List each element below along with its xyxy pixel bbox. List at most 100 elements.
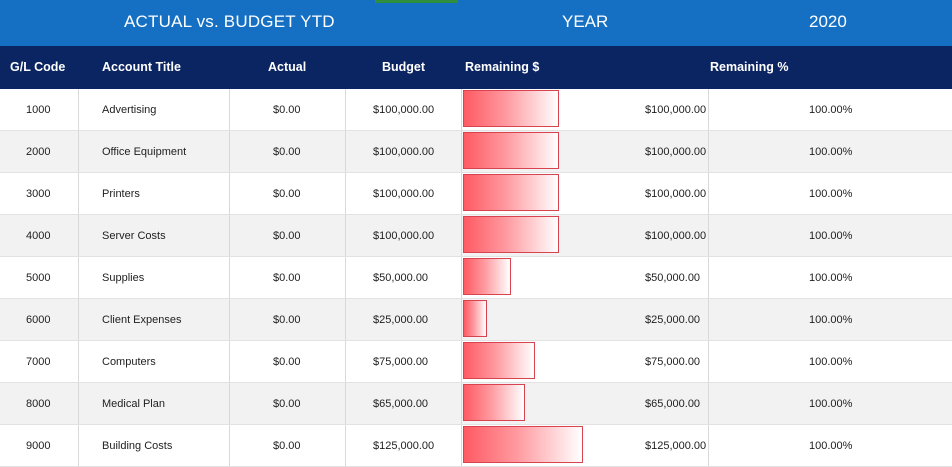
actual-cell[interactable]: $0.00 [273, 398, 301, 410]
actual-cell[interactable]: $0.00 [273, 146, 301, 158]
budget-cell[interactable]: $100,000.00 [373, 104, 435, 116]
column-divider [78, 383, 79, 425]
column-divider [78, 299, 79, 341]
row-divider [0, 382, 952, 383]
column-divider [345, 89, 346, 131]
row-divider [0, 214, 952, 215]
table-row: 8000 Medical Plan $0.00 $65,000.00 $65,000.0… [0, 383, 952, 425]
report-title[interactable]: ACTUAL vs. BUDGET YTD [124, 12, 335, 31]
remaining-dollars-cell[interactable]: $125,000.00 [645, 440, 707, 452]
account-title-cell[interactable]: Client Expenses [102, 314, 182, 326]
remaining-percent-cell[interactable]: 100.00% [809, 188, 853, 200]
account-title-cell[interactable]: Advertising [102, 104, 157, 116]
remaining-dollars-cell[interactable]: $100,000.00 [645, 230, 707, 242]
remaining-dollars-cell[interactable]: $75,000.00 [645, 356, 701, 368]
remaining-percent-cell[interactable]: 100.00% [809, 104, 853, 116]
table-row: 3000 Printers $0.00 $100,000.00 $100,000.00 1… [0, 173, 952, 215]
remaining-dollars-cell[interactable]: $100,000.00 [645, 188, 707, 200]
gl-code-cell[interactable]: 8000 [26, 398, 51, 410]
column-divider [345, 257, 346, 299]
gl-code-cell[interactable]: 2000 [26, 146, 51, 158]
column-divider [461, 425, 462, 467]
remaining-percent-cell[interactable]: 100.00% [809, 356, 853, 368]
column-divider [461, 341, 462, 383]
column-divider [78, 89, 79, 131]
gl-code-cell[interactable]: 3000 [26, 188, 51, 200]
column-divider [708, 383, 709, 425]
account-title-cell[interactable]: Medical Plan [102, 398, 165, 410]
column-divider [78, 257, 79, 299]
account-title-cell[interactable]: Computers [102, 356, 156, 368]
column-divider [708, 257, 709, 299]
gl-code-cell[interactable]: 9000 [26, 440, 51, 452]
column-divider [461, 257, 462, 299]
column-divider [461, 299, 462, 341]
remaining-percent-cell[interactable]: 100.00% [809, 440, 853, 452]
column-header-actual[interactable]: Actual [268, 60, 307, 74]
remaining-dollars-cell[interactable]: $25,000.00 [645, 314, 701, 326]
table-row: 2000 Office Equipment $0.00 $100,000.00 $100… [0, 131, 952, 173]
row-divider [0, 172, 952, 173]
remaining-dollars-cell[interactable]: $65,000.00 [645, 398, 701, 410]
actual-cell[interactable]: $0.00 [273, 188, 301, 200]
actual-cell[interactable]: $0.00 [273, 272, 301, 284]
budget-cell[interactable]: $100,000.00 [373, 146, 435, 158]
column-header-title[interactable]: Account Title [102, 60, 181, 74]
gl-code-cell[interactable]: 6000 [26, 314, 51, 326]
column-header-remaining-dollars[interactable]: Remaining $ [465, 60, 540, 74]
actual-cell[interactable]: $0.00 [273, 104, 301, 116]
remaining-percent-cell[interactable]: 100.00% [809, 314, 853, 326]
actual-cell[interactable]: $0.00 [273, 314, 301, 326]
column-divider [708, 341, 709, 383]
remaining-data-bar [463, 258, 511, 295]
column-divider [345, 299, 346, 341]
column-divider [708, 173, 709, 215]
remaining-dollars-cell[interactable]: $100,000.00 [645, 146, 707, 158]
year-label[interactable]: YEAR [562, 12, 609, 31]
budget-cell[interactable]: $100,000.00 [373, 230, 435, 242]
column-divider [708, 299, 709, 341]
column-divider [229, 257, 230, 299]
column-divider [229, 341, 230, 383]
budget-cell[interactable]: $100,000.00 [373, 188, 435, 200]
budget-table-body: 1000 Advertising $0.00 $100,000.00 $100,000.… [0, 89, 952, 467]
remaining-data-bar [463, 174, 559, 211]
budget-cell[interactable]: $25,000.00 [373, 314, 429, 326]
column-divider [229, 425, 230, 467]
account-title-cell[interactable]: Server Costs [102, 230, 166, 242]
column-header-budget[interactable]: Budget [382, 60, 426, 74]
account-title-cell[interactable]: Building Costs [102, 440, 173, 452]
gl-code-cell[interactable]: 5000 [26, 272, 51, 284]
gl-code-cell[interactable]: 4000 [26, 230, 51, 242]
row-divider [0, 424, 952, 425]
table-row: 1000 Advertising $0.00 $100,000.00 $100,000.… [0, 89, 952, 131]
actual-cell[interactable]: $0.00 [273, 230, 301, 242]
remaining-percent-cell[interactable]: 100.00% [809, 398, 853, 410]
column-header-remaining-percent[interactable]: Remaining % [710, 60, 789, 74]
column-divider [78, 131, 79, 173]
remaining-percent-cell[interactable]: 100.00% [809, 146, 853, 158]
year-value[interactable]: 2020 [809, 12, 847, 31]
account-title-cell[interactable]: Office Equipment [102, 146, 187, 158]
budget-cell[interactable]: $75,000.00 [373, 356, 429, 368]
column-divider [708, 131, 709, 173]
budget-cell[interactable]: $50,000.00 [373, 272, 429, 284]
gl-code-cell[interactable]: 7000 [26, 356, 51, 368]
remaining-dollars-cell[interactable]: $50,000.00 [645, 272, 701, 284]
column-header-code[interactable]: G/L Code [10, 60, 66, 74]
actual-cell[interactable]: $0.00 [273, 440, 301, 452]
budget-cell[interactable]: $125,000.00 [373, 440, 435, 452]
remaining-dollars-cell[interactable]: $100,000.00 [645, 104, 707, 116]
column-divider [78, 341, 79, 383]
table-row: 9000 Building Costs $0.00 $125,000.00 $125,0… [0, 425, 952, 467]
actual-cell[interactable]: $0.00 [273, 356, 301, 368]
remaining-data-bar [463, 384, 525, 421]
account-title-cell[interactable]: Printers [102, 188, 140, 200]
budget-cell[interactable]: $65,000.00 [373, 398, 429, 410]
account-title-cell[interactable]: Supplies [102, 272, 145, 284]
gl-code-cell[interactable]: 1000 [26, 104, 51, 116]
remaining-data-bar [463, 132, 559, 169]
remaining-percent-cell[interactable]: 100.00% [809, 230, 853, 242]
remaining-percent-cell[interactable]: 100.00% [809, 272, 853, 284]
column-divider [345, 383, 346, 425]
